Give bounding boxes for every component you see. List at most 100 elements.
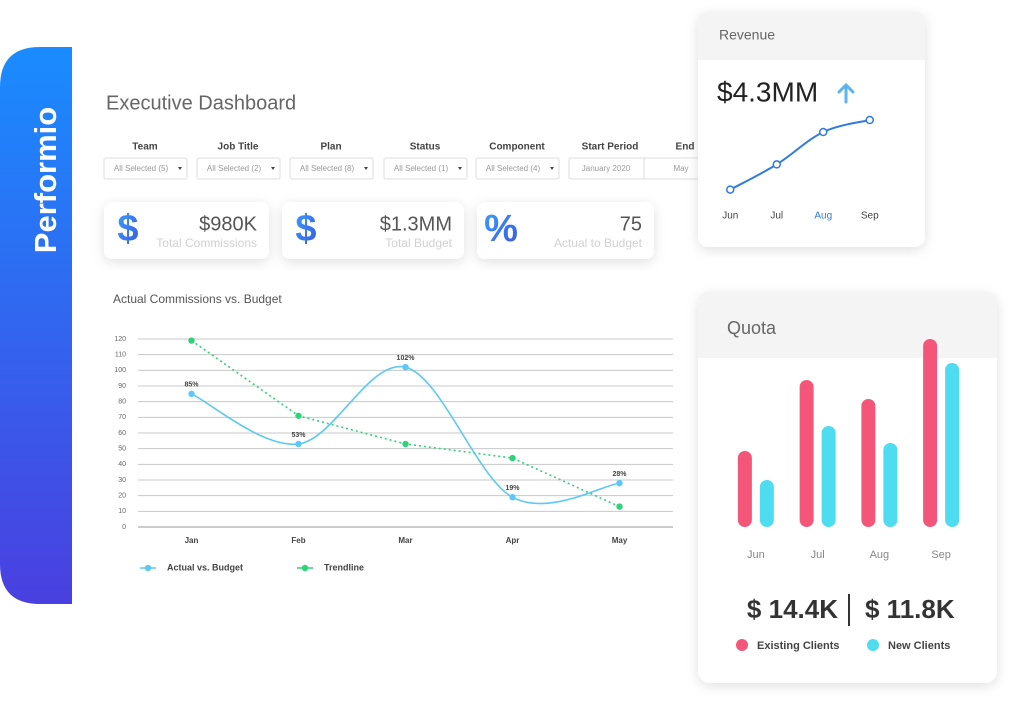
data-label: 28%	[612, 471, 627, 478]
chart-title: Revenue	[719, 27, 775, 43]
filter-value: All Selected (5)	[114, 164, 169, 173]
x-tick-label: Apr	[506, 536, 520, 545]
data-point	[509, 494, 516, 501]
x-tick-label: Feb	[291, 536, 305, 545]
y-tick-label: 110	[115, 352, 126, 359]
kpi-value: 75	[620, 213, 642, 235]
x-tick-label: Sep	[931, 549, 951, 561]
x-tick-label: Jul	[770, 211, 783, 222]
legend-swatch	[301, 564, 309, 572]
filter-label: Start Period	[582, 142, 639, 153]
kpi-label: Total Budget	[385, 236, 452, 250]
quota-card-header	[698, 292, 997, 358]
bar	[737, 451, 752, 527]
series-line	[729, 119, 870, 191]
kpi-icon: $	[295, 208, 316, 250]
bar	[923, 339, 938, 527]
data-point	[819, 127, 828, 137]
y-tick-label: 60	[118, 430, 126, 437]
legend-swatch	[144, 564, 152, 572]
x-tick-label: Mar	[398, 536, 412, 545]
chart-title: Actual Commissions vs. Budget	[113, 292, 282, 306]
legend-swatch	[867, 639, 879, 651]
y-tick-label: 30	[118, 477, 126, 484]
kpi-card	[477, 202, 654, 259]
kpi-label: Actual to Budget	[554, 236, 643, 250]
bar	[799, 380, 814, 527]
y-tick-label: 20	[118, 493, 126, 500]
filter-value: All Selected (2)	[207, 164, 262, 173]
data-point	[509, 454, 516, 462]
bar	[945, 363, 960, 527]
legend-label: Trendline	[324, 562, 364, 572]
dropdown-arrow	[550, 167, 554, 170]
x-tick-label: Jan	[185, 536, 199, 545]
x-tick-label: Jun	[722, 211, 738, 222]
filter-value: All Selected (4)	[486, 164, 541, 173]
filter-label: Team	[132, 142, 157, 153]
filter-dropdown[interactable]	[475, 157, 560, 180]
filter-label: Component	[489, 142, 545, 153]
dropdown-arrow	[364, 167, 368, 170]
filter-label: Job Title	[218, 142, 259, 153]
bar	[821, 426, 836, 527]
data-point	[295, 412, 302, 419]
revenue-card-header	[698, 12, 925, 60]
y-tick-label: 80	[118, 399, 126, 406]
brand-logo: Performio	[28, 107, 63, 253]
x-tick-label: May	[612, 536, 628, 545]
series-line	[191, 365, 620, 505]
y-tick-label: 90	[118, 383, 126, 390]
filter-dropdown[interactable]	[383, 157, 468, 180]
revenue-card	[698, 12, 925, 247]
kpi-icon: %	[484, 208, 518, 250]
x-tick-label: Aug	[870, 549, 890, 561]
quota-total: $ 14.4K	[747, 594, 838, 624]
legend-label: Existing Clients	[757, 640, 840, 652]
x-tick-label: Sep	[861, 211, 879, 222]
data-label: 53%	[291, 432, 306, 439]
legend-label: Actual vs. Budget	[167, 562, 243, 572]
data-label: 85%	[184, 382, 199, 389]
kpi-card	[282, 202, 464, 259]
dropdown-arrow	[271, 167, 275, 170]
y-tick-label: 120	[114, 336, 126, 343]
filter-dropdown[interactable]	[196, 157, 281, 180]
y-tick-label: 50	[118, 446, 126, 453]
data-label: 19%	[505, 485, 520, 492]
kpi-value: $1.3MM	[380, 213, 452, 235]
kpi-icon: $	[117, 208, 138, 250]
bar	[883, 443, 898, 527]
dropdown-arrow	[178, 167, 182, 170]
filter-value: All Selected (1)	[394, 164, 449, 173]
data-point	[188, 337, 195, 344]
data-label: 102%	[397, 355, 416, 362]
kpi-value: $980K	[199, 213, 257, 235]
filter-label: Status	[410, 142, 441, 153]
data-point	[402, 364, 409, 371]
chart-title: Quota	[727, 318, 777, 338]
quota-total: $ 11.8K	[865, 594, 955, 624]
quota-card	[698, 292, 997, 683]
y-tick-label: 100	[114, 367, 126, 374]
data-point	[865, 115, 874, 125]
page-title: Executive Dashboard	[106, 92, 296, 114]
dropdown-arrow	[458, 167, 462, 170]
y-tick-label: 40	[118, 461, 126, 468]
trend-up-arrow	[837, 82, 855, 104]
data-point	[188, 390, 195, 398]
x-tick-label: Aug	[814, 211, 832, 222]
filter-value: All Selected (8)	[300, 164, 355, 173]
headline-value: $4.3MM	[717, 76, 818, 107]
data-point	[772, 160, 781, 169]
kpi-card	[104, 202, 269, 259]
legend-swatch	[736, 639, 748, 651]
kpi-label: Total Commissions	[156, 236, 257, 250]
sidebar	[0, 47, 72, 604]
filter-dropdown[interactable]	[289, 157, 374, 180]
bar	[759, 480, 774, 527]
filter-dropdown[interactable]	[103, 157, 188, 180]
bar	[861, 399, 876, 527]
